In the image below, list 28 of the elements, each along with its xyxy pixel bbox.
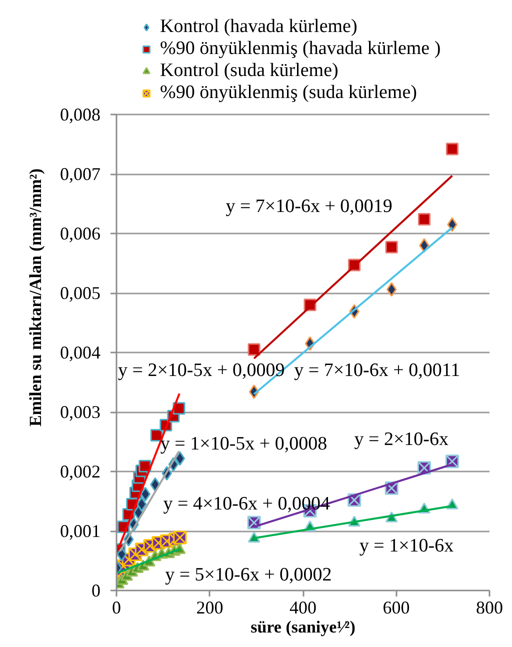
legend-label: Kontrol (havada kürleme) (160, 16, 358, 38)
y-tick-label: 0,002 (60, 462, 100, 482)
annotation: y = 1×10-6x (359, 535, 454, 556)
x-axis-title: süre (saniye¹⁄²) (250, 618, 356, 636)
x-tick-label: 800 (476, 598, 503, 618)
legend-label: %90 önyüklenmiş (suda kürleme) (160, 82, 417, 104)
y-tick-label: 0,006 (60, 224, 100, 244)
annotation: y = 7×10-6x + 0,0011 (294, 360, 460, 381)
legend-label: Kontrol (suda kürleme) (160, 60, 338, 82)
annotation: y = 2×10-5x + 0,0009 (118, 360, 285, 381)
y-tick-label: 0,005 (60, 283, 100, 303)
x-tick-label: 400 (290, 598, 316, 618)
annotation: y = 5×10-6x + 0,0002 (165, 564, 332, 586)
legend-label: %90 önyüklenmiş (havada kürleme ) (160, 38, 441, 60)
y-tick-label: 0,004 (60, 342, 100, 362)
y-tick-label: 0 (92, 580, 100, 600)
y-axis-title: Emilen su miktarı/Alan (mm³/mm²) (26, 168, 45, 427)
y-tick-label: 0,007 (60, 164, 100, 184)
y-tick-label: 0,001 (60, 521, 100, 541)
annotation: y = 4×10-6x + 0,0004 (163, 494, 330, 515)
y-tick-label: 0,008 (60, 104, 100, 124)
x-tick-label: 600 (382, 598, 410, 618)
annotation: y = 1×10-5x + 0,0008 (160, 434, 328, 455)
annotation: y = 2×10-6x (354, 428, 450, 450)
x-tick-label: 200 (196, 598, 224, 618)
x-tick-label: 0 (112, 598, 121, 618)
y-tick-label: 0,003 (60, 402, 100, 422)
annotation: y = 7×10-6x + 0,0019 (226, 196, 392, 218)
